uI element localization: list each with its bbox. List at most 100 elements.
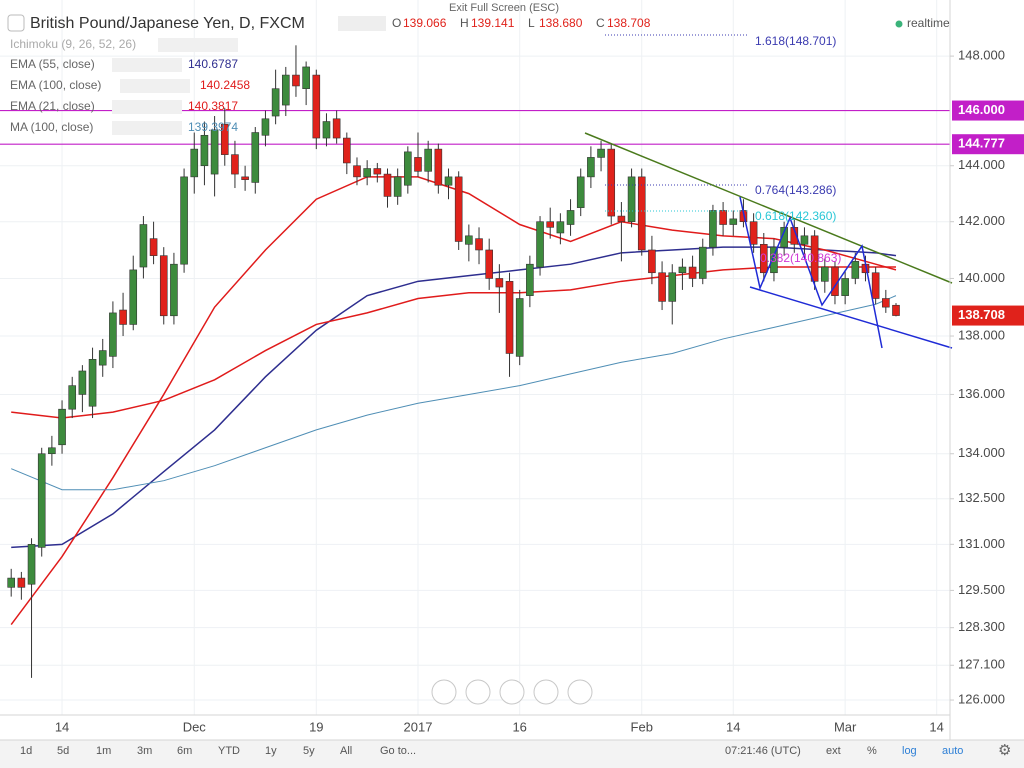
candle-body <box>770 246 778 274</box>
ohlc-name: H <box>460 16 469 30</box>
candle-body <box>149 238 158 256</box>
header-buttons[interactable] <box>338 16 386 31</box>
candle-body <box>800 235 809 245</box>
scroll-right[interactable] <box>567 679 593 705</box>
candle-body <box>241 176 249 180</box>
y-tick-label: 126.000 <box>958 691 1005 706</box>
candle-body <box>58 408 66 446</box>
candle-body <box>892 304 900 316</box>
y-tick-label: 128.300 <box>958 619 1005 634</box>
ohlc-name: C <box>596 16 605 30</box>
legend-buttons[interactable] <box>112 100 182 114</box>
candle-body <box>170 263 178 317</box>
x-tick-label: 14 <box>55 719 69 734</box>
candle-body <box>546 221 555 228</box>
candle-body <box>566 210 575 225</box>
candle-body <box>332 118 341 139</box>
toolbar-button[interactable]: YTD <box>218 745 240 757</box>
toolbar-button[interactable]: 5d <box>57 745 69 757</box>
y-tick-label: 136.000 <box>958 386 1005 401</box>
candle-body <box>109 312 117 357</box>
zoom-in[interactable] <box>533 679 559 705</box>
symbol-icon[interactable] <box>7 14 25 32</box>
settings-icon[interactable]: ⚙ <box>998 742 1011 759</box>
candle-body <box>780 227 788 248</box>
candle-body <box>475 238 483 251</box>
drawings <box>584 34 953 349</box>
candle-body <box>200 134 209 167</box>
candle-body <box>820 266 829 282</box>
last-price-label: 138.708 <box>958 307 1005 322</box>
reset[interactable] <box>499 679 525 705</box>
candle-body <box>759 244 768 274</box>
indicator-line <box>11 295 897 491</box>
trend-line <box>584 132 953 284</box>
candle-body <box>353 165 361 178</box>
candle-body <box>88 358 97 407</box>
status-item[interactable]: log <box>902 745 917 757</box>
toolbar-button[interactable]: 5y <box>303 745 315 757</box>
zoom-controls <box>431 679 593 705</box>
status-item: 07:21:46 (UTC) <box>725 745 801 757</box>
candle-body <box>556 221 565 234</box>
candle-body <box>363 168 371 178</box>
y-tick-label: 142.000 <box>958 213 1005 228</box>
status-item[interactable]: auto <box>942 745 963 757</box>
legend-buttons[interactable] <box>120 79 190 93</box>
candle-body <box>882 298 890 308</box>
toolbar-button[interactable]: Go to... <box>380 745 416 757</box>
candle-body <box>729 218 738 225</box>
candle-body <box>210 129 219 175</box>
toolbar-button[interactable]: 6m <box>177 745 192 757</box>
y-tick-label: 132.500 <box>958 490 1005 505</box>
fib-label: 0.618(142.360) <box>755 209 836 223</box>
candle-body <box>139 224 148 268</box>
toolbar-button[interactable]: 3m <box>137 745 152 757</box>
candle-body <box>648 249 656 274</box>
candle-body <box>129 269 138 325</box>
candle-body <box>790 227 799 245</box>
x-tick-label: 14 <box>726 719 740 734</box>
y-axis: 148.000 144.000 142.000 140.000 138.000 136.0… <box>950 48 1024 706</box>
study-buttons[interactable] <box>158 38 238 52</box>
toolbar-button[interactable]: 1m <box>96 745 111 757</box>
candle-body <box>231 154 239 175</box>
candle-body <box>98 350 107 366</box>
legend: EMA (55, close) 140.6787 EMA (100, close) 1… <box>10 57 250 135</box>
candle-body <box>688 266 697 279</box>
x-tick-label: 16 <box>512 719 526 734</box>
candle-body <box>292 74 300 87</box>
fullscreen-hint[interactable]: Exit Full Screen (ESC) <box>449 2 559 14</box>
legend-buttons[interactable] <box>112 121 182 135</box>
study-label: Ichimoku (9, 26, 52, 26) <box>10 37 136 51</box>
ohlc-value: 138.708 <box>607 16 651 30</box>
toolbar-button[interactable]: All <box>340 745 352 757</box>
realtime-label: realtime <box>907 16 950 30</box>
candle-body <box>322 121 331 139</box>
zoom-out[interactable] <box>465 679 491 705</box>
candle-body <box>536 221 544 268</box>
candle-body <box>119 309 127 325</box>
candle-body <box>668 272 677 302</box>
scroll-left[interactable] <box>431 679 457 705</box>
status-item[interactable]: ext <box>826 745 841 757</box>
status-item[interactable]: % <box>867 745 877 757</box>
y-tick-label: 140.000 <box>958 270 1005 285</box>
candle-body <box>658 272 666 302</box>
candle-body <box>434 148 443 186</box>
ohlc-name: O <box>392 16 401 30</box>
candle-body <box>597 148 605 158</box>
legend-buttons[interactable] <box>112 58 182 72</box>
price-level-label: 144.777 <box>958 136 1005 151</box>
wave-pattern <box>739 196 883 349</box>
candle-body <box>444 176 453 186</box>
realtime-dot <box>895 20 903 28</box>
fib-label: 0.382(140.863) <box>760 251 841 265</box>
price-level-box <box>952 134 1024 155</box>
candle-body <box>505 281 514 354</box>
toolbar-button[interactable]: 1y <box>265 745 277 757</box>
toolbar-button[interactable]: 1d <box>20 745 32 757</box>
candle-body <box>617 215 626 223</box>
